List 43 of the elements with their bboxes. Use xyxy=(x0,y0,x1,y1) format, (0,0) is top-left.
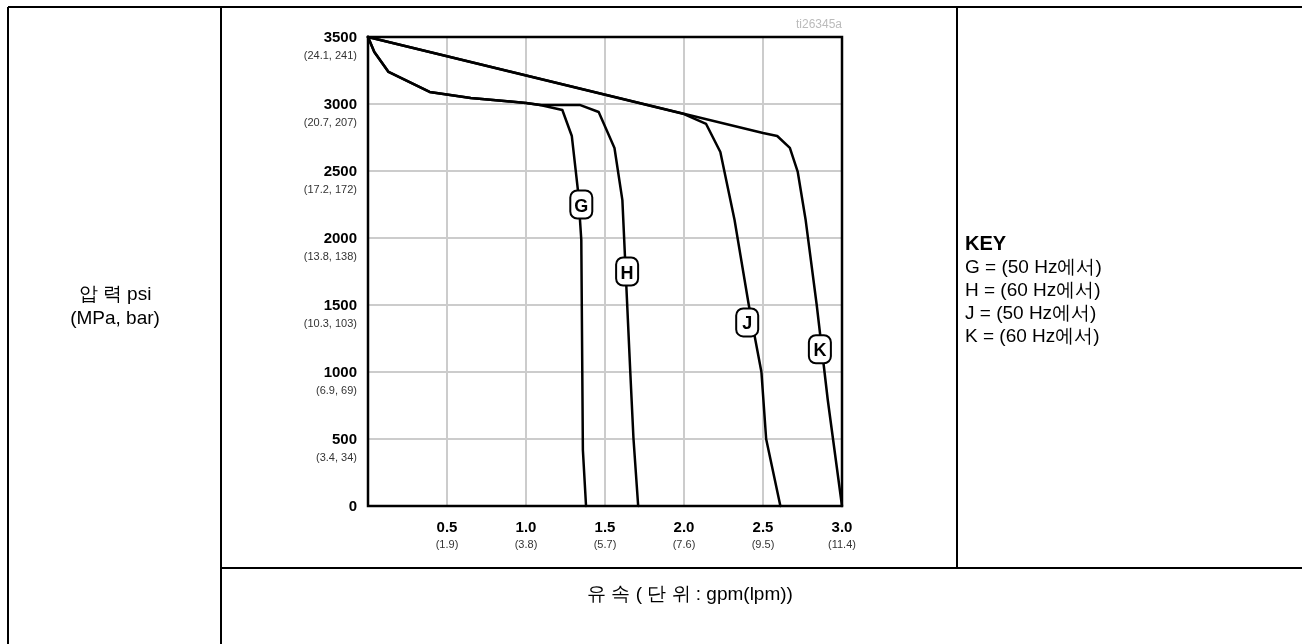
text: (5.7) xyxy=(593,538,617,550)
text: (20.7, 207) xyxy=(303,116,357,128)
text: (13.8, 138) xyxy=(303,250,357,262)
text: J = (50 Hz에서) xyxy=(965,302,1097,323)
legend-title: KEY xyxy=(965,232,1007,254)
curve-label: H xyxy=(615,256,640,287)
y-tick-label: 0 xyxy=(348,497,357,514)
text: G = (50 Hz에서) xyxy=(965,256,1102,277)
text: (1.9) xyxy=(435,538,459,550)
y-tick-label: 3000 xyxy=(323,95,357,112)
text: ti26345a xyxy=(795,17,843,31)
y-tick-label: 500 xyxy=(331,430,357,447)
x-tick-label: 0.5 xyxy=(436,518,458,535)
curve-label: G xyxy=(569,189,594,220)
y-tick-label: 3500 xyxy=(323,28,357,45)
text: (3.8) xyxy=(514,538,538,550)
y-tick-label: 2500 xyxy=(323,162,357,179)
text: (17.2, 172) xyxy=(303,183,357,195)
y-tick-label: 1500 xyxy=(323,296,357,313)
x-tick-label: 2.5 xyxy=(752,518,774,535)
text: K = (60 Hz에서) xyxy=(965,325,1100,346)
x-tick-label: 1.0 xyxy=(515,518,537,535)
curve-label: J xyxy=(735,307,760,338)
annotation: K xyxy=(813,340,827,361)
y-tick-label: 1000 xyxy=(323,363,357,380)
text: (10.3, 103) xyxy=(303,317,357,329)
text: (24.1, 241) xyxy=(303,49,357,61)
text: (3.4, 34) xyxy=(316,451,357,463)
curve-label: K xyxy=(807,334,832,365)
y-tick-label: 2000 xyxy=(323,229,357,246)
text: (9.5) xyxy=(751,538,775,550)
x-axis-title: 유 속 ( 단 위 : gpm(lpm)) xyxy=(587,583,793,604)
x-tick-label: 1.5 xyxy=(594,518,616,535)
text: H = (60 Hz에서) xyxy=(965,279,1101,300)
annotation: G xyxy=(574,195,589,216)
annotation: J xyxy=(742,313,753,334)
annotation: H xyxy=(620,262,634,283)
text: (6.9, 69) xyxy=(316,384,357,396)
x-tick-label: 2.0 xyxy=(673,518,695,535)
text: (7.6) xyxy=(672,538,696,550)
x-tick-label: 3.0 xyxy=(831,518,853,535)
text: 압 력 psi (MPa, bar) xyxy=(70,283,160,328)
text: (11.4) xyxy=(828,538,856,550)
